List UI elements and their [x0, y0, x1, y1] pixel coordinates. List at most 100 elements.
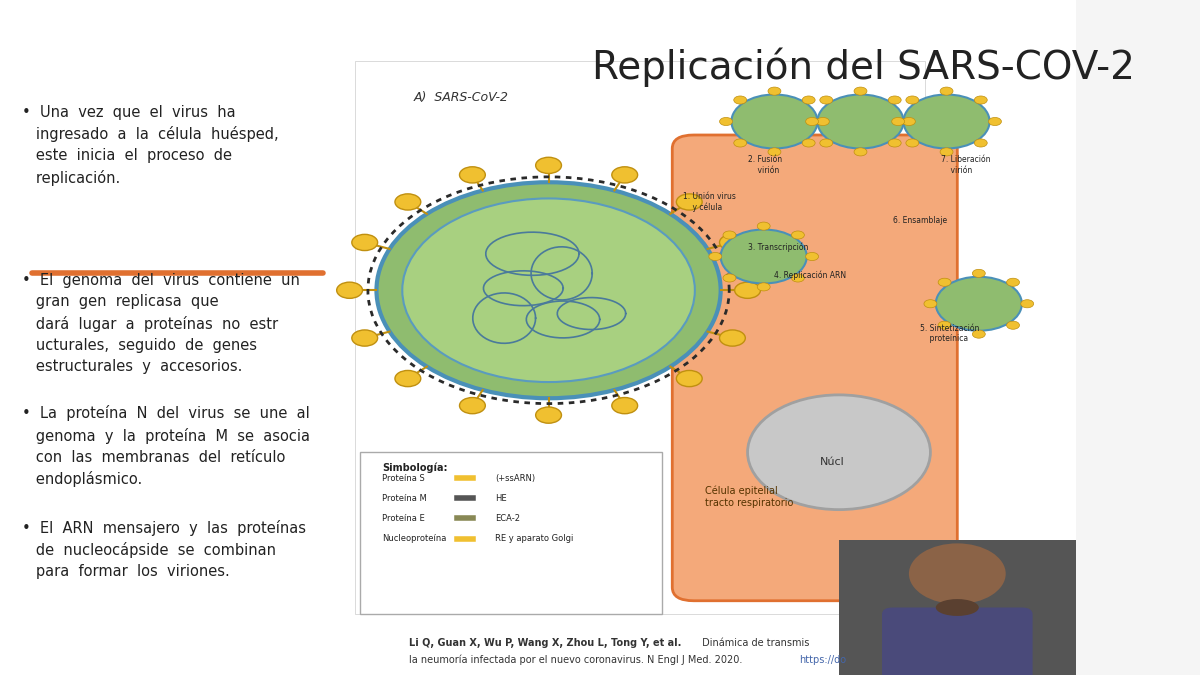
- FancyBboxPatch shape: [360, 452, 661, 614]
- Circle shape: [757, 222, 770, 230]
- Circle shape: [733, 139, 746, 147]
- Text: 4. Replicación ARN: 4. Replicación ARN: [774, 270, 846, 279]
- Circle shape: [972, 330, 985, 338]
- Circle shape: [1007, 278, 1020, 286]
- Text: Núcl: Núcl: [820, 458, 845, 467]
- Circle shape: [904, 95, 990, 148]
- Circle shape: [805, 252, 818, 261]
- Circle shape: [535, 407, 562, 423]
- Text: •  El  ARN  mensajero  y  las  proteínas
   de  nucleocápside  se  combinan
   p: • El ARN mensajero y las proteínas de nu…: [22, 520, 306, 579]
- Circle shape: [720, 117, 732, 126]
- Circle shape: [460, 167, 485, 183]
- Circle shape: [352, 234, 378, 250]
- Circle shape: [677, 194, 702, 210]
- Circle shape: [768, 87, 781, 95]
- Text: •  El  genoma  del  virus  contiene  un
   gran  gen  replicasa  que
   dará  lu: • El genoma del virus contiene un gran g…: [22, 273, 299, 374]
- Circle shape: [938, 321, 952, 329]
- Circle shape: [974, 139, 988, 147]
- Circle shape: [888, 139, 901, 147]
- Text: Proteína E: Proteína E: [382, 514, 425, 523]
- Circle shape: [395, 371, 421, 387]
- Text: •  La  proteína  N  del  virus  se  une  al
   genoma  y  la  proteína  M  se  a: • La proteína N del virus se une al geno…: [22, 405, 310, 487]
- Circle shape: [938, 278, 952, 286]
- Circle shape: [816, 117, 829, 126]
- Text: A)  SARS-CoV-2: A) SARS-CoV-2: [414, 91, 509, 104]
- Text: RE y aparato Golgi: RE y aparato Golgi: [494, 535, 574, 543]
- Circle shape: [395, 194, 421, 210]
- Circle shape: [906, 139, 919, 147]
- Text: Replicación del SARS-COV-2: Replicación del SARS-COV-2: [592, 47, 1134, 87]
- Circle shape: [892, 117, 905, 126]
- Circle shape: [709, 252, 721, 261]
- Circle shape: [377, 182, 721, 398]
- Circle shape: [724, 231, 736, 239]
- Circle shape: [1007, 321, 1020, 329]
- Text: Simbología:: Simbología:: [382, 462, 448, 473]
- Text: HE: HE: [494, 494, 506, 503]
- Text: 1. Unión virus
    y célula: 1. Unión virus y célula: [683, 192, 736, 213]
- Circle shape: [906, 96, 919, 104]
- Text: 2. Fusión
    virión: 2. Fusión virión: [748, 155, 781, 175]
- Circle shape: [748, 395, 930, 510]
- Circle shape: [352, 330, 378, 346]
- Text: Li Q, Guan X, Wu P, Wang X, Zhou L, Tong Y, et al.: Li Q, Guan X, Wu P, Wang X, Zhou L, Tong…: [409, 638, 682, 648]
- Text: 5. Sintetización
    proteínica: 5. Sintetización proteínica: [919, 324, 979, 344]
- Circle shape: [733, 96, 746, 104]
- Circle shape: [721, 230, 806, 284]
- Circle shape: [805, 117, 818, 126]
- Ellipse shape: [936, 599, 979, 616]
- Circle shape: [720, 330, 745, 346]
- Circle shape: [732, 95, 817, 148]
- Circle shape: [936, 277, 1022, 331]
- Circle shape: [535, 157, 562, 173]
- Circle shape: [803, 139, 815, 147]
- Text: ECA-2: ECA-2: [494, 514, 520, 523]
- Circle shape: [924, 300, 937, 308]
- Circle shape: [820, 96, 833, 104]
- Circle shape: [724, 274, 736, 282]
- Text: la neumoría infectada por el nuevo coronavirus. N Engl J Med. 2020.: la neumoría infectada por el nuevo coron…: [409, 655, 745, 666]
- Circle shape: [902, 117, 916, 126]
- Circle shape: [817, 95, 904, 148]
- Circle shape: [612, 167, 637, 183]
- Circle shape: [720, 234, 745, 250]
- Circle shape: [854, 148, 866, 156]
- Text: Nucleoproteína: Nucleoproteína: [382, 535, 446, 543]
- Circle shape: [972, 269, 985, 277]
- Circle shape: [792, 274, 804, 282]
- FancyBboxPatch shape: [355, 61, 925, 614]
- Circle shape: [974, 96, 988, 104]
- Text: https://do: https://do: [799, 655, 846, 665]
- Circle shape: [940, 148, 953, 156]
- Circle shape: [940, 87, 953, 95]
- Text: Semerg: Semerg: [908, 589, 942, 597]
- Circle shape: [757, 283, 770, 291]
- Circle shape: [854, 87, 866, 95]
- Text: (+ssARN): (+ssARN): [494, 474, 535, 483]
- Text: Proteína M: Proteína M: [382, 494, 426, 503]
- Circle shape: [888, 96, 901, 104]
- Text: 3. Transcripción: 3. Transcripción: [748, 243, 808, 252]
- Circle shape: [908, 543, 1006, 604]
- Circle shape: [402, 198, 695, 382]
- Circle shape: [803, 96, 815, 104]
- Circle shape: [768, 148, 781, 156]
- Circle shape: [820, 139, 833, 147]
- Text: Célula epitelial
tracto respiratorio: Célula epitelial tracto respiratorio: [704, 486, 793, 508]
- Circle shape: [792, 231, 804, 239]
- Circle shape: [989, 117, 1002, 126]
- Circle shape: [337, 282, 362, 298]
- FancyBboxPatch shape: [839, 540, 1075, 675]
- Text: •  Una  vez  que  el  virus  ha
   ingresado  a  la  célula  huésped,
   este  i: • Una vez que el virus ha ingresado a la…: [22, 105, 278, 186]
- Text: Dinámica de transmis: Dinámica de transmis: [700, 638, 810, 648]
- Circle shape: [734, 282, 761, 298]
- Circle shape: [612, 398, 637, 414]
- Circle shape: [1021, 300, 1033, 308]
- Text: 7. Liberación
    virión: 7. Liberación virión: [941, 155, 991, 175]
- Text: 6. Ensamblaje: 6. Ensamblaje: [893, 216, 947, 225]
- FancyBboxPatch shape: [672, 135, 958, 601]
- Circle shape: [460, 398, 485, 414]
- Circle shape: [677, 371, 702, 387]
- Text: Proteína S: Proteína S: [382, 474, 425, 483]
- FancyBboxPatch shape: [0, 0, 1075, 675]
